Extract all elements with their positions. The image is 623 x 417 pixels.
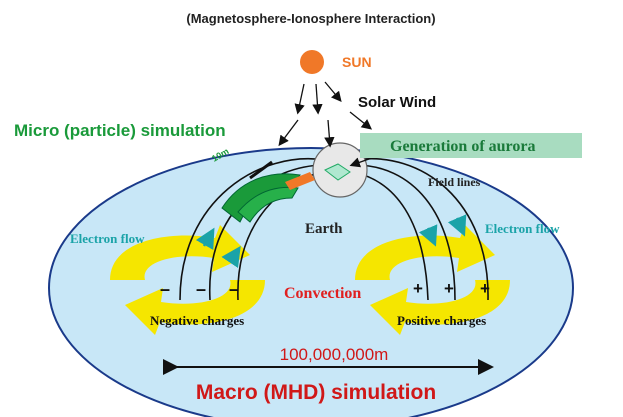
electron-flow-label: Electron flow bbox=[485, 221, 560, 236]
aurora-box bbox=[360, 133, 582, 158]
earth-label: Earth bbox=[305, 221, 343, 237]
positive-sign: + bbox=[444, 279, 454, 298]
sun-label: SUN bbox=[342, 54, 372, 70]
micro-region-inner bbox=[237, 186, 299, 223]
aurora-label: Generation of aurora bbox=[390, 138, 535, 155]
solar-wind-label: Solar Wind bbox=[358, 94, 436, 111]
positive-label: Positive charges bbox=[397, 313, 486, 328]
aurora-spot bbox=[324, 163, 351, 181]
electron-arrows bbox=[195, 214, 467, 269]
small-scale-bar bbox=[249, 160, 273, 180]
convection-arrows bbox=[110, 225, 510, 335]
shapes bbox=[48, 147, 574, 417]
large-scale-label: 100,000,000m bbox=[280, 345, 389, 364]
positive-sign: + bbox=[480, 279, 490, 298]
electron-flow-label: Electron flow bbox=[70, 231, 145, 246]
field-lines-label: Field lines bbox=[428, 175, 481, 189]
magnetosphere bbox=[48, 147, 574, 417]
positive-sign: + bbox=[413, 279, 423, 298]
micro-label: Micro (particle) simulation bbox=[14, 121, 226, 140]
title: (Magnetosphere-Ionosphere Interaction) bbox=[186, 11, 435, 26]
convection-label: Convection bbox=[284, 285, 361, 302]
negative-sign: – bbox=[229, 279, 239, 299]
negative-sign: – bbox=[160, 279, 170, 299]
negative-label: Negative charges bbox=[150, 313, 244, 328]
macro-label: Macro (MHD) simulation bbox=[196, 381, 436, 404]
sun bbox=[300, 50, 324, 74]
current-arrow bbox=[285, 172, 315, 190]
negative-sign: – bbox=[196, 279, 206, 299]
